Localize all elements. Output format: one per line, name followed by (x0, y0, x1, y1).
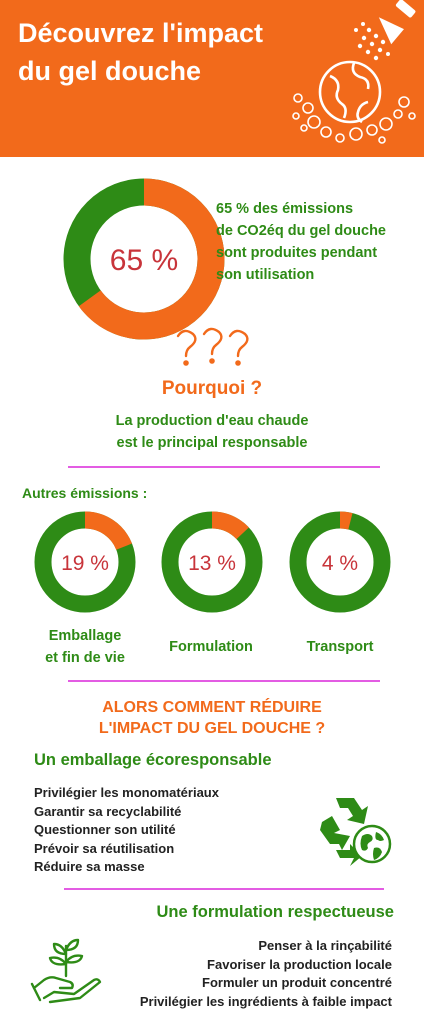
donut-segment (161, 511, 263, 613)
list-item: Favoriser la production locale (207, 956, 392, 972)
title-line-1: Découvrez l'impact (18, 18, 264, 48)
alors-line: ALORS COMMENT RÉDUIRE (102, 699, 322, 716)
pourquoi-heading: Pourquoi ? (161, 378, 263, 399)
donut-segment (34, 511, 136, 613)
list-item: Privilégier les ingrédients à faible imp… (139, 993, 392, 1009)
donut-chart-65: 65 % (63, 178, 225, 340)
emballage-list: Privilégier les monomatériaux Garantir s… (34, 784, 219, 877)
list-item: Questionner son utilité (34, 822, 176, 837)
main-share-line: de CO2éq du gel douche (216, 223, 386, 239)
divider (68, 466, 380, 468)
alors-heading: ALORS COMMENT RÉDUIRE L'IMPACT DU GEL DO… (40, 697, 384, 739)
formulation-heading: Une formulation respectueuse (156, 903, 394, 921)
donut-caption-transport: Transport (270, 636, 410, 658)
alors-line: L'IMPACT DU GEL DOUCHE ? (98, 720, 326, 737)
pourquoi-line: est le principal responsable (116, 435, 308, 451)
list-item: Réduire sa masse (34, 859, 145, 874)
formulation-list: Penser à la rinçabilité Favoriser la pro… (140, 937, 392, 1011)
pourquoi-text: La production d'eau chaude est le princi… (60, 410, 364, 454)
donut-chart-formulation: 13 % (161, 511, 263, 613)
caption-line: et fin de vie (45, 650, 125, 666)
donut-chart-emballage: 19 % (34, 511, 136, 613)
list-item: Privilégier les monomatériaux (34, 785, 219, 800)
main-share-description: 65 % des émissions de CO2éq du gel douch… (216, 198, 416, 286)
question-marks-icon (176, 327, 249, 366)
donut-center-label: 65 % (110, 244, 178, 277)
list-item: Penser à la rinçabilité (258, 938, 392, 953)
donut-center-label: 19 % (61, 552, 109, 575)
divider (68, 680, 380, 682)
main-share-line: 65 % des émissions (216, 201, 354, 217)
shower-globe-icon (292, 0, 416, 144)
list-item: Formuler un produit concentré (202, 975, 392, 990)
recycle-globe-icon (320, 798, 392, 866)
donut-center-label: 13 % (188, 552, 236, 575)
donut-caption-formulation: Formulation (141, 636, 281, 658)
caption-line: Transport (306, 639, 374, 655)
caption-line: Formulation (169, 639, 253, 655)
main-share-line: sont produites pendant (216, 245, 378, 261)
list-item: Garantir sa recyclabilité (34, 803, 182, 819)
donut-segment (289, 511, 391, 613)
donut-chart-transport: 4 % (289, 511, 391, 613)
donut-caption-emballage: Emballage et fin de vie (15, 625, 155, 669)
plant-hand-icon (30, 938, 102, 1004)
divider (64, 888, 384, 890)
caption-line: Emballage (48, 628, 122, 644)
pourquoi-line: La production d'eau chaude (115, 413, 309, 429)
donut-segment-usage (63, 178, 225, 340)
autres-emissions-heading: Autres émissions : (22, 485, 148, 501)
header-banner: Découvrez l'impact du gel douche (0, 0, 424, 157)
title-line-2: du gel douche (18, 56, 202, 86)
page-title: Découvrez l'impact du gel douche (18, 14, 298, 90)
main-share-line: son utilisation (216, 267, 315, 283)
donut-center-label: 4 % (322, 552, 358, 575)
emballage-heading: Un emballage écoresponsable (34, 751, 272, 769)
list-item: Prévoir sa réutilisation (34, 840, 175, 856)
